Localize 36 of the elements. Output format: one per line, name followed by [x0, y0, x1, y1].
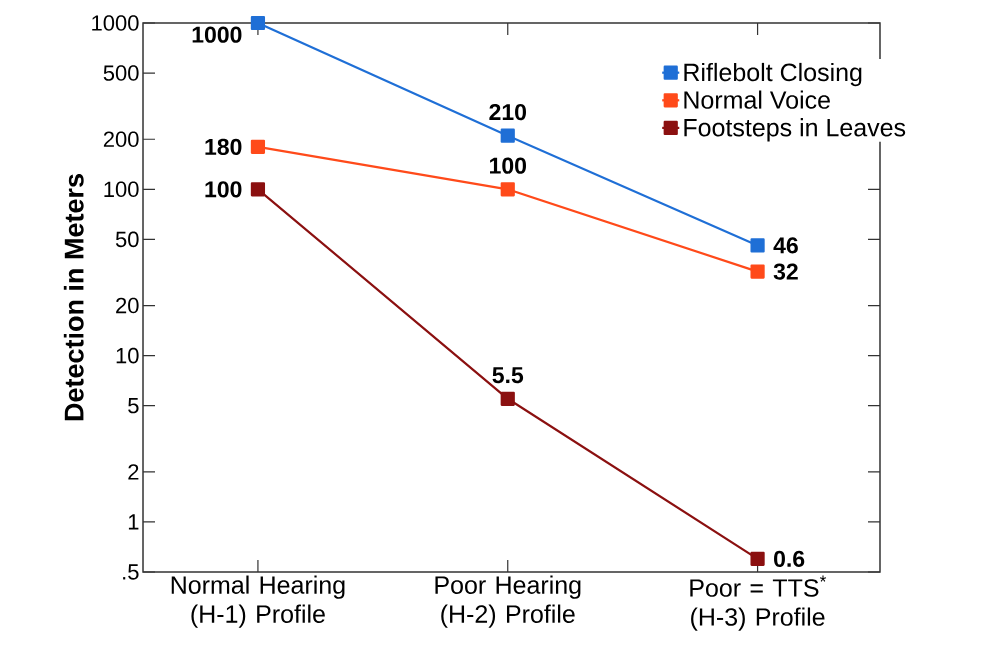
y-tick-label: 50: [115, 231, 139, 248]
y-axis-title: Detection in Meters: [63, 174, 84, 421]
category-label: Poor = TTS$^{*}$ (H-3) Profile: [690, 575, 827, 631]
point: [750, 551, 765, 566]
point: [250, 15, 266, 31]
y-tick-label: 20: [116, 297, 139, 314]
point: [500, 391, 515, 406]
legend-label: Riflebolt Closing: [684, 62, 862, 87]
point: [750, 238, 765, 253]
y-tick-label: 1000: [92, 15, 139, 31]
y-tick-label: 200: [103, 131, 139, 148]
data-label: 1000: [192, 26, 242, 43]
legend-label: Normal Voice: [684, 90, 830, 109]
point: [500, 128, 515, 143]
y-tick-label: 5: [128, 398, 139, 414]
y-tick-label: 500: [103, 65, 139, 81]
data-label: 210: [489, 103, 526, 121]
y-tick-label: 1: [128, 514, 139, 530]
y-tick-label: 10: [116, 347, 139, 364]
data-label: 180: [205, 138, 242, 155]
y-tick-label: .5: [123, 564, 139, 580]
data-label: 0.6: [774, 550, 805, 567]
point: [250, 182, 266, 197]
data-label: 32: [773, 263, 798, 280]
y-tick-label: 2: [128, 464, 139, 480]
point: [500, 182, 515, 197]
x-tick-label: Poor Hearing (H-2) Profile: [435, 575, 581, 628]
data-label: 100: [490, 157, 526, 174]
x-tick-label: Normal Hearing (H-1) Profile: [171, 575, 345, 628]
y-tick-label: 100: [104, 181, 139, 198]
data-label: 100: [205, 181, 242, 198]
legend-label: Footsteps in Leaves: [684, 118, 906, 142]
point: [250, 139, 266, 154]
data-label: 5.5: [492, 367, 524, 384]
point: [750, 264, 765, 279]
data-label: 46: [773, 237, 798, 254]
